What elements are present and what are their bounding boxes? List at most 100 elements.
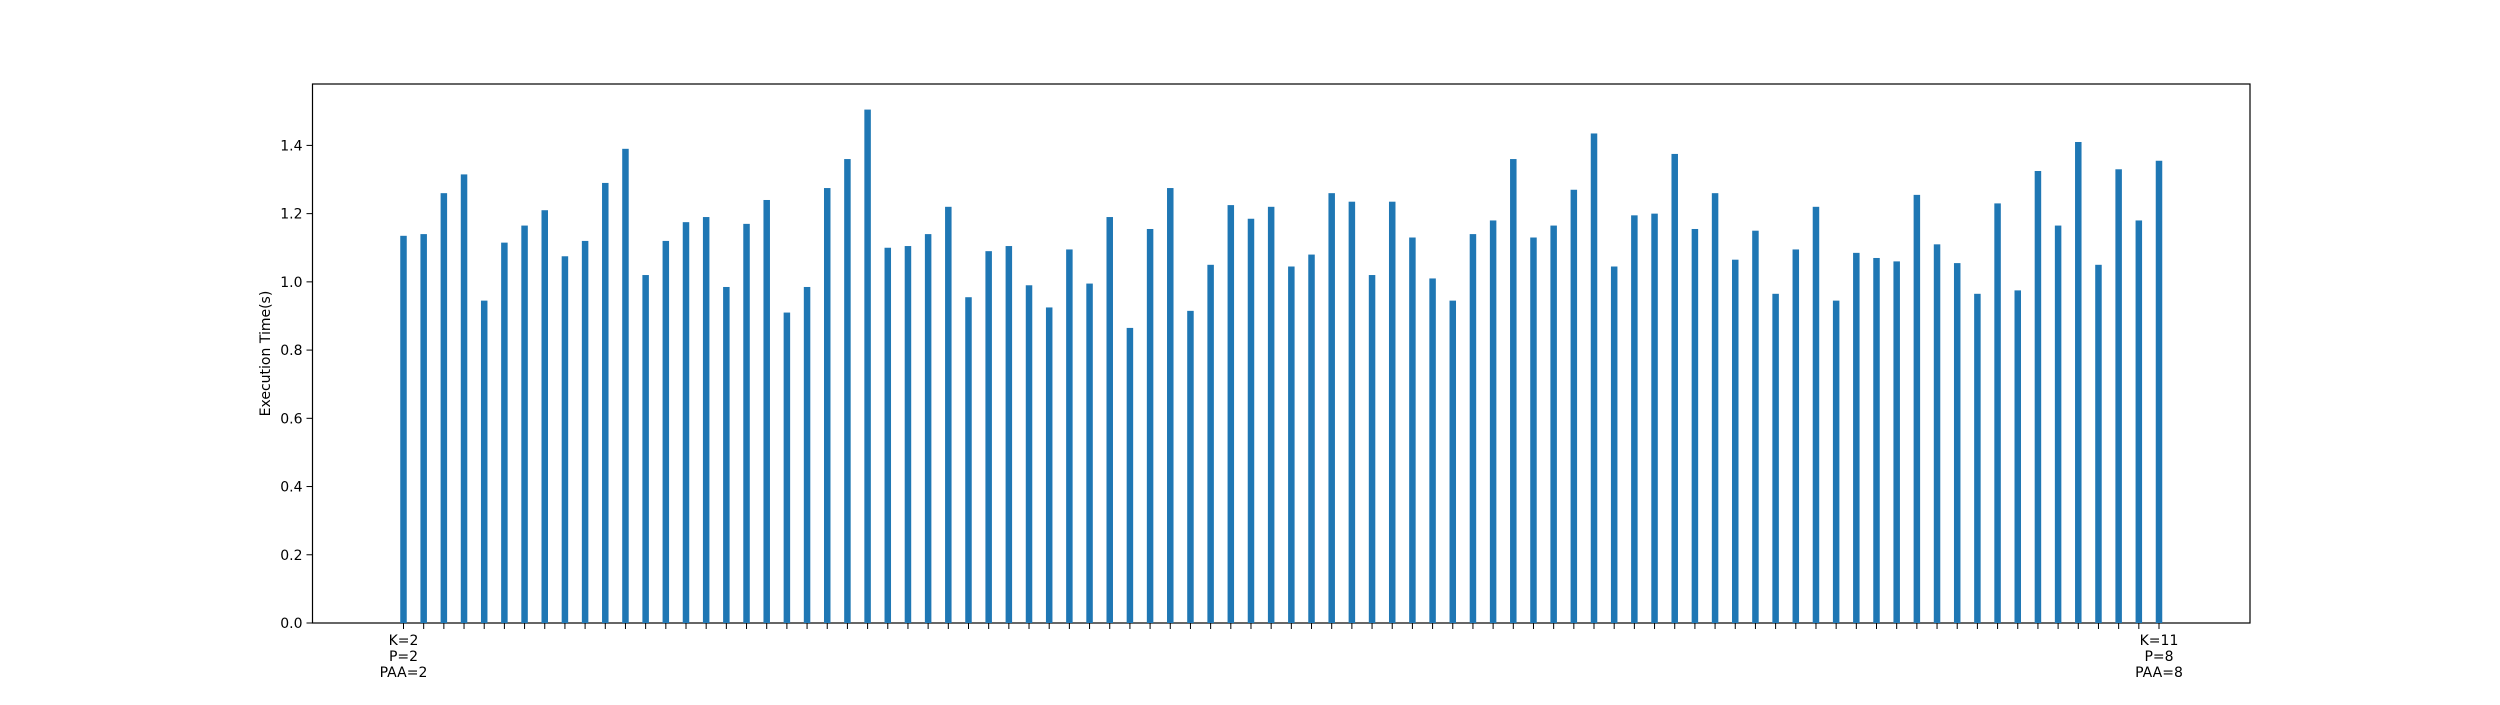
bar	[763, 199, 770, 623]
bar	[1308, 254, 1315, 623]
y-tick-label: 1.4	[280, 138, 302, 154]
bar	[1610, 266, 1618, 623]
bar	[1328, 193, 1335, 623]
bar	[460, 174, 468, 623]
bar	[400, 235, 407, 624]
bar	[1772, 293, 1779, 623]
bar	[1530, 237, 1537, 623]
x-axis: K=2 P=2 PAA=2 K=11 P=8 PAA=8	[380, 623, 2183, 681]
bar	[682, 222, 690, 624]
bar	[521, 225, 528, 623]
x-tick-label: K=2 P=2 PAA=2	[380, 633, 428, 681]
bar	[2115, 169, 2122, 624]
bar	[1288, 266, 1295, 623]
bar	[1732, 259, 1739, 623]
bar	[1106, 217, 1113, 623]
bar	[1449, 300, 1457, 623]
bar	[1429, 278, 1436, 623]
bar	[1409, 237, 1416, 623]
bar	[864, 109, 871, 623]
bar	[1953, 263, 1961, 623]
bar	[1671, 153, 1678, 624]
bar	[2014, 290, 2022, 623]
bar	[480, 300, 488, 623]
y-axis: 0.0 0.2 0.4 0.6 0.8 1.0 1.2 1.4	[280, 138, 313, 632]
bar	[420, 234, 427, 624]
plot-frame	[311, 83, 2251, 624]
bar	[1873, 257, 1880, 623]
bar	[2075, 141, 2082, 624]
bar	[1792, 249, 1800, 624]
bar	[1550, 225, 1557, 623]
bar	[642, 275, 649, 623]
bar	[702, 217, 710, 623]
bar	[1711, 193, 1719, 623]
bar	[1227, 205, 1235, 623]
bar	[1469, 234, 1477, 624]
bar	[2054, 225, 2062, 623]
bar	[541, 210, 548, 624]
bars	[400, 109, 2163, 624]
bar	[1066, 249, 1073, 624]
bar	[581, 240, 589, 623]
bar	[823, 188, 831, 623]
bar	[1853, 252, 1860, 623]
bar	[1005, 246, 1013, 623]
bar	[1631, 215, 1638, 623]
bar	[501, 242, 508, 623]
bar	[1025, 285, 1033, 623]
bar	[662, 240, 670, 623]
y-tick-label: 1.0	[280, 275, 302, 291]
bar	[1368, 275, 1376, 623]
bar	[1974, 293, 1981, 623]
bar	[723, 286, 730, 623]
bar	[2095, 264, 2102, 623]
bar	[1994, 203, 2001, 623]
bar	[1590, 133, 1598, 623]
bar	[924, 234, 932, 624]
x-tick-label: K=11 P=8 PAA=8	[2135, 633, 2183, 681]
bar	[743, 223, 750, 623]
bar	[803, 286, 811, 623]
bar	[1146, 228, 1154, 623]
bar	[1267, 206, 1275, 623]
y-tick-label: 0.0	[280, 616, 302, 632]
bar	[945, 206, 952, 623]
bar	[1247, 218, 1255, 623]
bar	[1570, 189, 1578, 623]
bar	[884, 247, 892, 624]
bar	[1691, 228, 1699, 623]
bar	[2034, 170, 2042, 623]
bar	[622, 148, 629, 623]
y-tick-label: 1.2	[280, 207, 302, 223]
bar	[1812, 206, 1820, 623]
bar	[783, 312, 791, 623]
y-axis-label: Execution Time(s)	[258, 291, 274, 417]
y-tick-label: 0.8	[280, 343, 302, 359]
y-tick-label: 0.6	[280, 411, 302, 427]
bar	[1913, 194, 1921, 624]
bar	[1045, 307, 1053, 623]
bar	[1510, 159, 1517, 623]
bar	[1086, 283, 1093, 623]
bar	[1126, 327, 1134, 623]
bar	[1832, 300, 1840, 623]
bar	[1651, 213, 1658, 623]
bar	[602, 182, 609, 624]
bar	[1207, 264, 1214, 623]
bar	[1752, 230, 1759, 623]
y-tick-label: 0.2	[280, 548, 302, 564]
bar	[965, 297, 972, 623]
bar	[1893, 261, 1900, 623]
bar	[1933, 244, 1941, 623]
bar	[1187, 310, 1194, 623]
bar	[2155, 160, 2163, 623]
y-tick-label: 0.4	[280, 480, 302, 496]
bar	[1388, 201, 1396, 623]
bar	[2135, 220, 2143, 624]
bar	[844, 159, 851, 623]
bar	[1167, 188, 1174, 623]
bar	[1348, 201, 1356, 623]
